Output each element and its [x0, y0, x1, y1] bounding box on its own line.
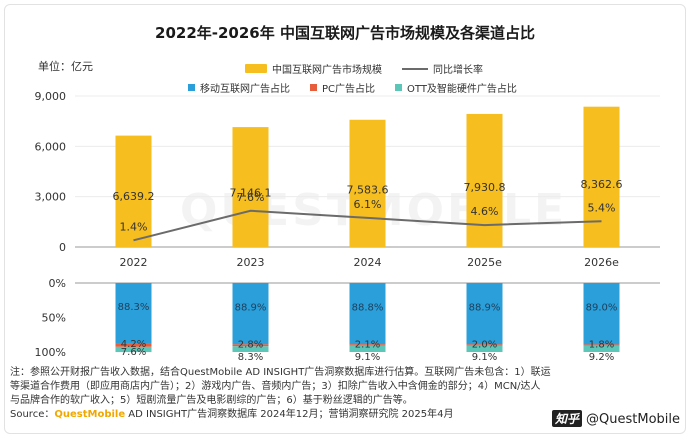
top-y-tick-label: 3,000: [35, 191, 67, 204]
market-size-bar: [583, 106, 620, 247]
legend-label-market-size: 中国互联网广告市场规模: [272, 65, 382, 76]
zhihu-logo: 知乎: [552, 410, 583, 427]
legend-swatch-mobile: [188, 84, 195, 91]
mobile-share-label: 88.9%: [469, 302, 501, 313]
bottom-y-tick-label: 50%: [42, 312, 66, 325]
unit-label: 单位：亿元: [38, 60, 93, 73]
legend-item-growth: 同比增长率: [402, 61, 483, 76]
mobile-share-label: 89.0%: [586, 302, 618, 313]
pc-share-label: 2.8%: [238, 339, 263, 350]
category-label: 2023: [237, 256, 265, 269]
market-size-value-label: 7,146.1: [230, 187, 272, 200]
channel-share-segment: [466, 344, 503, 346]
growth-rate-label: 4.6%: [471, 205, 499, 218]
channel-share-segment: [583, 344, 620, 346]
pc-share-label: 2.0%: [472, 339, 497, 350]
legend-item-ott: OTT及智能硬件广告占比: [395, 80, 517, 95]
legend-item-mobile: 移动互联网广告占比: [188, 80, 290, 95]
chart-title: 2022年-2026年 中国互联网广告市场规模及各渠道占比: [155, 24, 535, 42]
top-y-tick-label: 0: [59, 241, 66, 254]
channel-share-segment: [115, 346, 152, 353]
ott-share-label: 9.1%: [355, 352, 380, 363]
market-size-value-label: 6,639.2: [113, 190, 155, 203]
growth-rate-label: 6.1%: [354, 198, 382, 211]
note-line-1: 注：参照公开财报广告收入数据，结合QuestMobile AD INSIGHT广…: [10, 367, 551, 378]
channel-share-segment: [115, 343, 152, 347]
channel-share-segment: [583, 283, 620, 345]
mobile-share-label: 88.9%: [235, 302, 267, 313]
source-brand: QuestMobile: [54, 409, 126, 420]
legend-item-pc: PC广告占比: [310, 80, 375, 95]
bottom-y-tick-label: 0%: [49, 277, 66, 290]
legend-swatch-pc: [310, 84, 317, 91]
category-label: 2025e: [467, 256, 502, 269]
note-line-3: 与品牌合作的软广收入；5）短剧流量广告及电影剧综的广告；6）基于粉丝逻辑的广告等…: [10, 395, 413, 406]
legend-item-market-size: 中国互联网广告市场规模: [245, 61, 382, 76]
legend-swatch-line: [402, 67, 428, 70]
growth-rate-label: 7.6%: [237, 191, 265, 204]
source-line: Source：QuestMobile AD INSIGHT广告洞察数据库 202…: [10, 408, 680, 422]
pc-share-label: 1.8%: [589, 339, 614, 350]
channel-share-segment: [232, 344, 269, 347]
mobile-share-label: 88.8%: [352, 302, 384, 313]
channel-share-segment: [115, 283, 152, 344]
footer-credit: 知乎 @QuestMobile: [552, 410, 680, 427]
ott-share-label: 8.3%: [238, 352, 263, 363]
legend-label-pc: PC广告占比: [322, 84, 376, 95]
channel-share-segment: [349, 283, 386, 345]
credit-handle: @QuestMobile: [586, 412, 680, 427]
channel-share-segment: [232, 283, 269, 345]
legend-bottom: 移动互联网广告占比 PC广告占比 OTT及智能硬件广告占比: [188, 80, 537, 95]
market-size-bar: [232, 127, 269, 247]
legend-label-growth: 同比增长率: [433, 65, 483, 76]
market-size-bar: [115, 135, 152, 247]
channel-share-segment: [583, 345, 620, 352]
category-label: 2022: [120, 256, 148, 269]
market-size-bar: [349, 119, 386, 247]
note-line-2: 等渠道合作费用（即应用商店内广告）；2）游戏内广告、音频内广告；3）扣除广告收入…: [10, 381, 541, 392]
mobile-share-label: 88.3%: [118, 302, 150, 313]
legend-label-mobile: 移动互联网广告占比: [200, 84, 290, 95]
source-prefix: Source：: [10, 409, 55, 420]
pc-share-label: 2.1%: [355, 339, 380, 350]
channel-share-segment: [349, 345, 386, 352]
ott-share-label: 7.6%: [121, 347, 146, 358]
source-rest: AD INSIGHT广告洞察数据库 2024年12月；营销洞察研究院 2025年…: [125, 409, 454, 420]
market-size-value-label: 8,362.6: [581, 178, 623, 191]
pc-share-label: 4.2%: [121, 339, 146, 350]
market-size-value-label: 7,930.8: [464, 181, 506, 194]
top-y-tick-label: 9,000: [35, 90, 67, 103]
legend-top: 中国互联网广告市场规模 同比增长率: [245, 61, 503, 76]
market-size-value-label: 7,583.6: [347, 184, 389, 197]
growth-rate-label: 1.4%: [120, 220, 148, 233]
ott-share-label: 9.1%: [472, 352, 497, 363]
bottom-y-tick-label: 100%: [35, 346, 66, 359]
footnotes: 注：参照公开财报广告收入数据，结合QuestMobile AD INSIGHT广…: [10, 366, 680, 422]
channel-share-segment: [349, 344, 386, 346]
channel-share-segment: [466, 345, 503, 352]
growth-rate-label: 5.4%: [588, 201, 616, 214]
ott-share-label: 9.2%: [589, 352, 614, 363]
channel-share-segment: [232, 346, 269, 352]
legend-swatch-ott: [395, 84, 403, 91]
legend-label-ott: OTT及智能硬件广告占比: [407, 84, 517, 95]
top-y-tick-label: 6,000: [35, 140, 67, 153]
category-label: 2026e: [584, 256, 619, 269]
channel-share-segment: [466, 283, 503, 345]
legend-swatch-bar: [245, 64, 267, 73]
growth-rate-line: [133, 209, 602, 242]
category-label: 2024: [354, 256, 382, 269]
